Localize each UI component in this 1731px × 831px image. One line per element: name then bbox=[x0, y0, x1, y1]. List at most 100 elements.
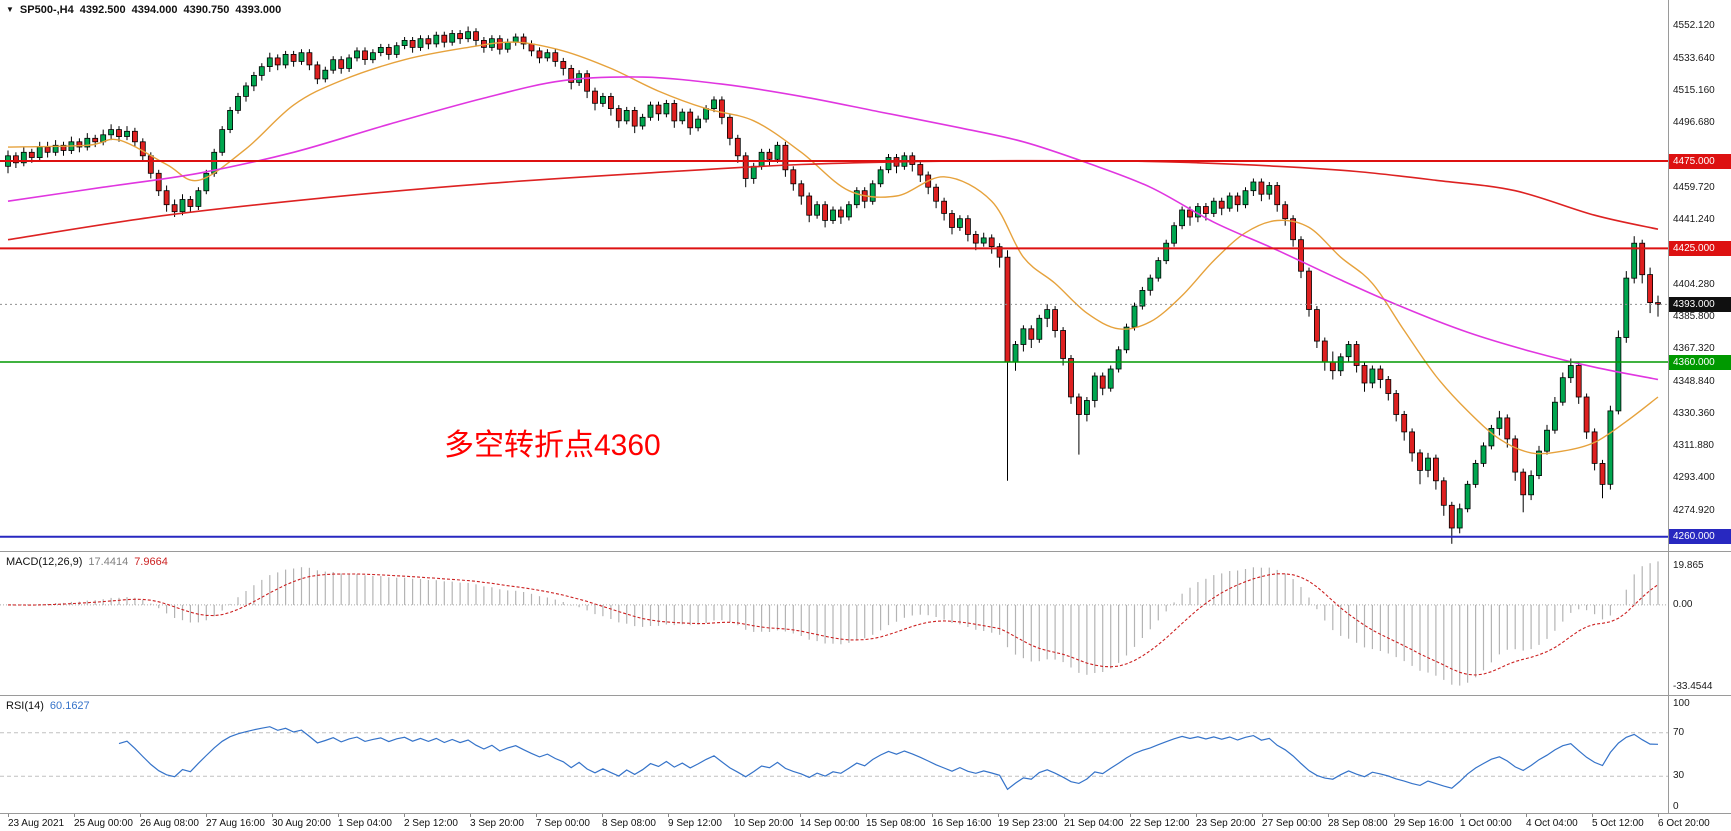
time-tick bbox=[601, 814, 603, 817]
price-axis-label: 4330.360 bbox=[1673, 407, 1715, 419]
time-axis-divider bbox=[0, 813, 1731, 814]
time-tick bbox=[1130, 814, 1131, 817]
time-tick bbox=[139, 814, 141, 817]
macd-main-value: 17.4414 bbox=[88, 556, 129, 568]
time-tick bbox=[1394, 814, 1396, 817]
time-tick bbox=[205, 814, 207, 817]
time-tick bbox=[403, 814, 405, 817]
macd-scale[interactable]: 19.865 0.00 -33.4544 bbox=[1669, 552, 1731, 695]
ohlc-high-value: 4394.000 bbox=[131, 4, 178, 16]
price-tag[interactable]: 4425.000 bbox=[1669, 240, 1731, 256]
price-axis-label: 4441.240 bbox=[1673, 214, 1715, 226]
macd-signal-value: 7.9664 bbox=[134, 556, 168, 568]
price-axis-label: 4385.800 bbox=[1673, 310, 1715, 322]
time-axis-label: 8 Sep 08:00 bbox=[601, 818, 656, 829]
price-axis-label: 4459.720 bbox=[1673, 181, 1715, 193]
price-axis-label: 4404.280 bbox=[1673, 278, 1715, 290]
symbol-header: ▼ SP500-,H4 4392.500 4394.000 4390.750 4393.0… bbox=[6, 4, 287, 16]
time-tick bbox=[733, 814, 735, 817]
rsi-plot[interactable] bbox=[0, 696, 1668, 813]
time-scale[interactable]: 23 Aug 2021 25 Aug 00:00 26 Aug 08:00 27 Au… bbox=[0, 814, 1731, 831]
price-axis-divider bbox=[1668, 0, 1669, 813]
price-axis-label: 4367.320 bbox=[1673, 343, 1715, 355]
time-tick bbox=[799, 814, 801, 817]
price-axis-label: 4348.840 bbox=[1673, 375, 1715, 387]
price-axis-label: 4552.120 bbox=[1673, 20, 1715, 32]
time-axis-label: 19 Sep 23:00 bbox=[998, 818, 1058, 829]
price-tag[interactable]: 4475.000 bbox=[1669, 153, 1731, 169]
time-tick bbox=[866, 814, 867, 817]
time-axis-label: 15 Sep 08:00 bbox=[866, 818, 926, 829]
ma-fast bbox=[7, 41, 1659, 455]
time-tick bbox=[535, 814, 537, 817]
price-axis-label: 4274.920 bbox=[1673, 504, 1715, 516]
time-axis-label: 16 Sep 16:00 bbox=[932, 818, 992, 829]
time-axis-label: 21 Sep 04:00 bbox=[1064, 818, 1124, 829]
price-panel[interactable]: ▼ SP500-,H4 4392.500 4394.000 4390.750 4393.0… bbox=[0, 0, 1731, 551]
time-axis-label: 28 Sep 08:00 bbox=[1328, 818, 1388, 829]
time-axis-label: 27 Aug 16:00 bbox=[205, 818, 265, 829]
macd-plot[interactable] bbox=[0, 552, 1668, 695]
time-tick bbox=[1196, 814, 1197, 817]
panel-divider[interactable] bbox=[0, 695, 1731, 696]
candlestick-plot[interactable] bbox=[0, 0, 1668, 551]
time-axis-label: 9 Sep 12:00 bbox=[667, 818, 722, 829]
time-axis-label: 23 Sep 20:00 bbox=[1196, 818, 1256, 829]
ohlc-open-value: 4392.500 bbox=[79, 4, 126, 16]
price-scale[interactable]: 4475.000 4425.000 4360.000 4260.000 4393.000… bbox=[1669, 0, 1731, 551]
symbol-dropdown-icon[interactable]: ▼ bbox=[6, 5, 14, 14]
candle-bodies bbox=[5, 31, 1661, 529]
time-tick bbox=[1064, 814, 1065, 817]
ma-mid bbox=[7, 76, 1659, 381]
time-tick bbox=[1592, 814, 1594, 817]
time-axis-label: 7 Sep 00:00 bbox=[535, 818, 590, 829]
time-tick bbox=[1262, 814, 1264, 817]
symbol-period-label: SP500-,H4 bbox=[19, 4, 74, 16]
rsi-value: 60.1627 bbox=[49, 700, 90, 712]
time-axis-label: 14 Sep 00:00 bbox=[799, 818, 860, 829]
rsi-scale[interactable]: 100 70 30 0 bbox=[1669, 696, 1731, 813]
time-axis-label: 30 Aug 20:00 bbox=[271, 818, 331, 829]
time-axis-label: 5 Oct 12:00 bbox=[1592, 818, 1644, 829]
time-tick bbox=[7, 814, 9, 817]
time-tick bbox=[271, 814, 273, 817]
time-axis-label: 22 Sep 12:00 bbox=[1130, 818, 1190, 829]
price-axis-label: 4496.680 bbox=[1673, 117, 1715, 129]
price-tag[interactable]: 4360.000 bbox=[1669, 354, 1731, 370]
time-axis-label: 6 Oct 20:00 bbox=[1658, 818, 1710, 829]
macd-axis-label: 19.865 bbox=[1673, 560, 1704, 571]
macd-signal-line bbox=[7, 573, 1659, 676]
rsi-panel[interactable]: RSI(14) 60.1627 bbox=[0, 696, 1731, 813]
macd-header: MACD(12,26,9) 17.4414 7.9664 bbox=[6, 556, 174, 568]
price-tag[interactable]: 4260.000 bbox=[1669, 529, 1731, 545]
price-axis-label: 4311.880 bbox=[1673, 440, 1714, 452]
rsi-label: RSI(14) bbox=[6, 700, 44, 712]
macd-label: MACD(12,26,9) bbox=[6, 556, 83, 568]
ma-slow bbox=[7, 159, 1659, 241]
current-price-tag: 4393.000 bbox=[1669, 296, 1731, 312]
rsi-axis-label: 70 bbox=[1673, 726, 1685, 738]
time-tick bbox=[337, 814, 339, 817]
time-axis-label: 25 Aug 00:00 bbox=[73, 818, 133, 829]
time-axis-label: 2 Sep 12:00 bbox=[403, 818, 458, 829]
rsi-axis-label: 100 bbox=[1673, 698, 1690, 709]
panel-divider[interactable] bbox=[0, 551, 1731, 552]
rsi-axis-label: 30 bbox=[1673, 770, 1685, 782]
chart-annotation-text[interactable]: 多空转折点4360 bbox=[444, 429, 661, 462]
time-axis-label: 1 Oct 00:00 bbox=[1460, 818, 1512, 829]
time-tick bbox=[1460, 814, 1462, 817]
time-axis-label: 3 Sep 20:00 bbox=[469, 818, 524, 829]
ohlc-low-value: 4390.750 bbox=[183, 4, 230, 16]
macd-histogram bbox=[15, 561, 1659, 686]
rsi-line bbox=[118, 726, 1659, 791]
time-axis-label: 1 Sep 04:00 bbox=[337, 818, 392, 829]
macd-panel[interactable]: MACD(12,26,9) 17.4414 7.9664 bbox=[0, 552, 1731, 695]
ohlc-close-value: 4393.000 bbox=[235, 4, 282, 16]
rsi-axis-label: 0 bbox=[1673, 801, 1679, 812]
rsi-header: RSI(14) 60.1627 bbox=[6, 700, 96, 712]
price-axis-label: 4515.160 bbox=[1673, 84, 1715, 96]
time-tick bbox=[1658, 814, 1660, 817]
price-axis-label: 4533.640 bbox=[1673, 52, 1715, 64]
time-axis-label: 4 Oct 04:00 bbox=[1526, 818, 1578, 829]
